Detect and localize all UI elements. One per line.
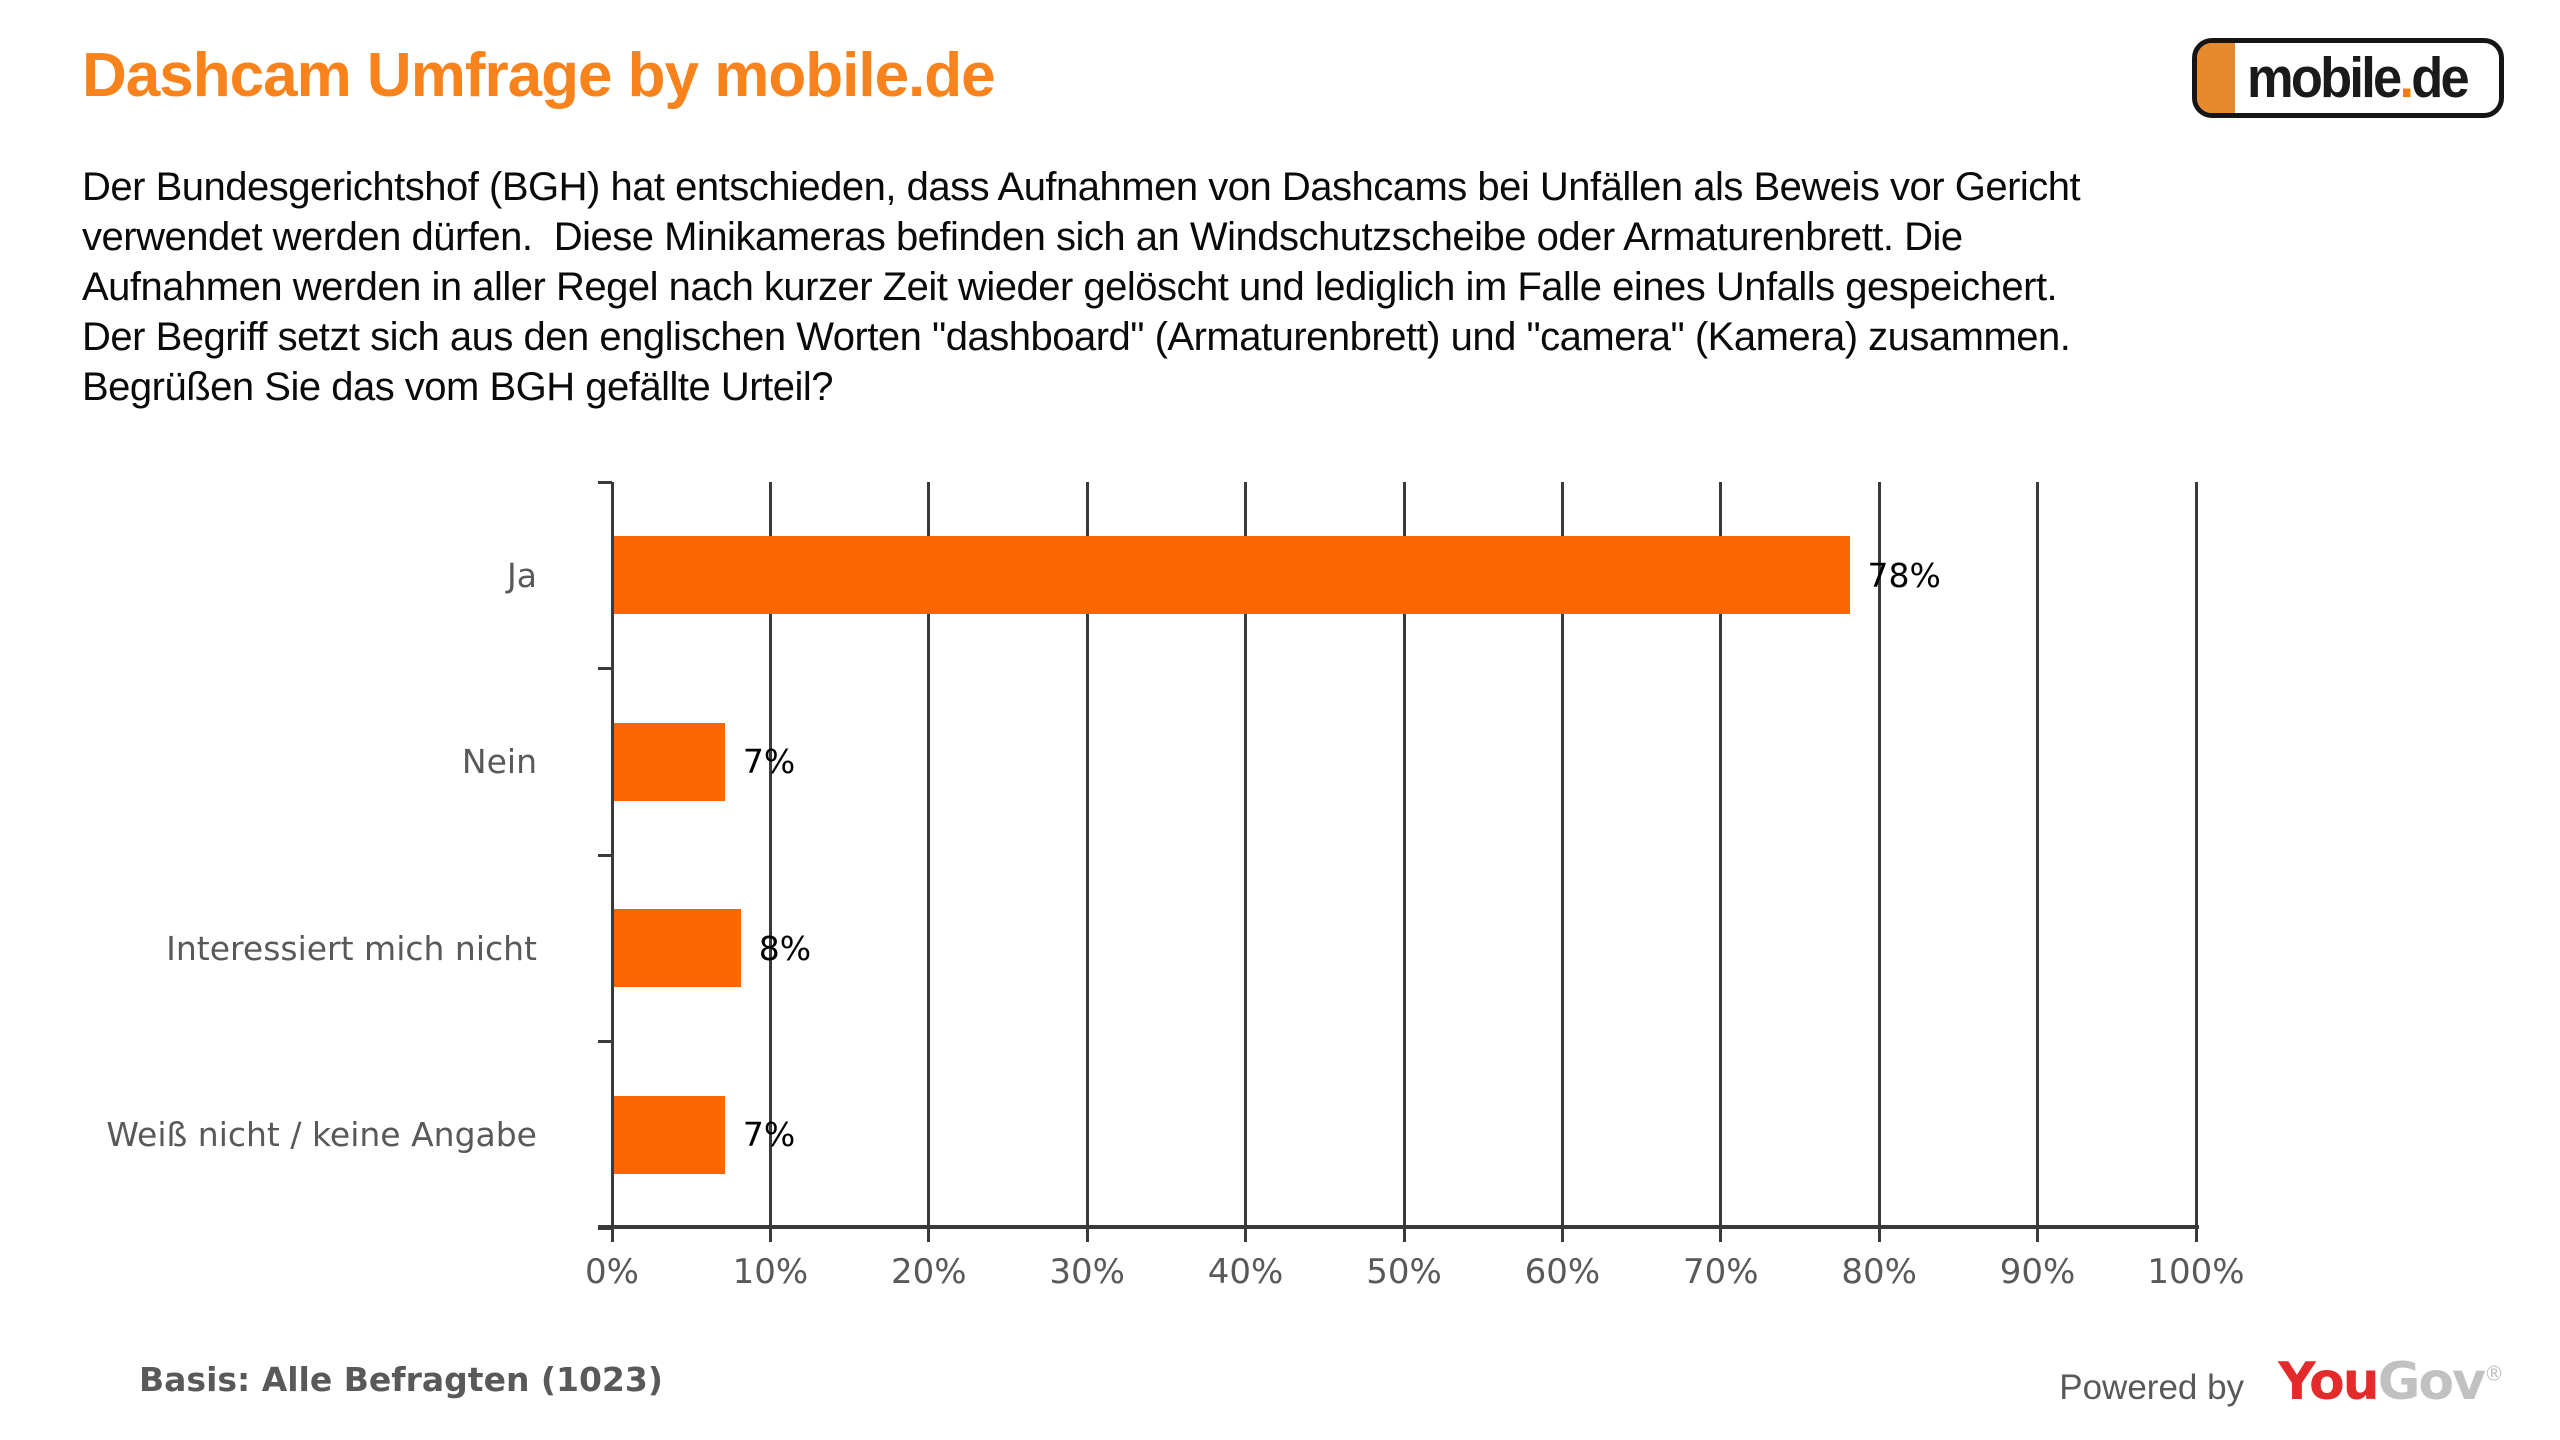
value-label: 7% (742, 742, 796, 782)
powered-by-label: Powered by (2059, 1368, 2245, 1407)
category-label: Weiß nicht / keine Angabe (106, 1115, 537, 1155)
bar-chart: 0% 10% 20% 30% 40% 50% 60% 70% 80% 90% 100% Ja 78% Ne… (106, 480, 2245, 1292)
y-axis-tick (598, 1040, 612, 1043)
powered-by-block: Powered by YouGov® (2059, 1352, 2504, 1412)
logo-text-de: de (2411, 45, 2469, 110)
x-axis-tick (927, 1228, 931, 1242)
bar-nein (614, 722, 725, 801)
x-tick-label: 70% (1683, 1252, 1759, 1292)
x-axis-tick (1085, 1228, 1089, 1242)
x-tick-label: 50% (1366, 1252, 1442, 1292)
gridline (1719, 482, 1723, 1228)
category-label: Interessiert mich nicht (166, 928, 537, 968)
x-tick-label: 0% (585, 1252, 639, 1292)
intro-line-3: Aufnahmen werden in aller Regel nach kur… (82, 265, 2058, 309)
x-tick-label: 100% (2147, 1252, 2245, 1292)
x-tick-label: 10% (732, 1252, 809, 1292)
gridline (1085, 482, 1089, 1228)
y-axis-tick (598, 480, 612, 484)
intro-line-5: Begrüßen Sie das vom BGH gefällte Urteil… (82, 365, 833, 409)
y-axis-tick (598, 667, 612, 670)
category-label: Ja (507, 555, 537, 595)
gridline (1244, 482, 1248, 1228)
x-tick-label: 60% (1524, 1252, 1601, 1292)
x-tick-label: 30% (1049, 1252, 1125, 1292)
mobile-de-logo: mobile.de (2192, 38, 2504, 118)
y-axis-tick (598, 853, 612, 857)
basis-note: Basis: Alle Befragten (1023) (139, 1360, 663, 1399)
intro-paragraph: Der Bundesgerichtshof (BGH) hat entschie… (82, 162, 2081, 412)
x-axis-tick (1560, 1228, 1564, 1242)
x-axis-tick (1402, 1228, 1406, 1242)
bar-row-ja: Ja 78% (507, 482, 2196, 669)
logo-orange-block (2197, 43, 2235, 113)
bar-ja (614, 536, 1850, 615)
x-tick-label: 80% (1841, 1252, 1917, 1292)
x-tick-label: 90% (1999, 1252, 2076, 1292)
gridline (2036, 482, 2040, 1228)
logo-text: mobile.de (2247, 49, 2470, 107)
yougov-logo: YouGov® (2278, 1352, 2504, 1412)
bar-row-nein: Nein 7% (462, 669, 2196, 856)
bar-wei-nicht-keine-angabe (614, 1095, 725, 1174)
x-axis-tick (2036, 1228, 2040, 1242)
x-tick-label: 40% (1207, 1252, 1284, 1292)
logo-text-dot: . (2399, 45, 2414, 110)
x-axis-tick (768, 1228, 772, 1242)
gridline (2194, 482, 2198, 1228)
bar-row-wei-nicht-keine-angabe: Weiß nicht / keine Angabe 7% (106, 1042, 2196, 1229)
logo-text-mobile: mobile (2247, 45, 2402, 110)
category-label: Nein (461, 742, 537, 782)
yougov-logo-gov: Gov (2377, 1352, 2486, 1412)
intro-line-2: verwendet werden dürfen. Diese Minikamer… (82, 215, 1963, 259)
x-axis-tick (1719, 1228, 1723, 1242)
gridline (768, 482, 772, 1228)
value-label: 78% (1867, 555, 1941, 595)
bar-interessiert-mich-nicht (614, 909, 741, 988)
x-axis-tick (2194, 1228, 2198, 1242)
x-axis-tick (610, 1228, 614, 1242)
gridline (610, 482, 614, 1228)
gridline (1402, 482, 1406, 1228)
gridline (927, 482, 931, 1228)
intro-line-4: Der Begriff setzt sich aus den englische… (82, 315, 2071, 359)
page-title: Dashcam Umfrage by mobile.de (82, 41, 996, 110)
gridline (1877, 482, 1881, 1228)
value-label: 8% (758, 928, 812, 968)
gridline (1560, 482, 1564, 1228)
x-tick-label: 20% (891, 1252, 967, 1292)
x-axis-line (598, 1225, 2199, 1229)
yougov-logo-you: You (2278, 1352, 2380, 1412)
bar-row-interessiert-mich-nicht: Interessiert mich nicht 8% (166, 855, 2196, 1042)
intro-line-1: Der Bundesgerichtshof (BGH) hat entschie… (82, 165, 2081, 209)
x-axis-tick (1244, 1228, 1248, 1242)
x-axis-tick (1877, 1228, 1881, 1242)
registered-mark: ® (2484, 1361, 2504, 1386)
value-label: 7% (742, 1115, 796, 1155)
